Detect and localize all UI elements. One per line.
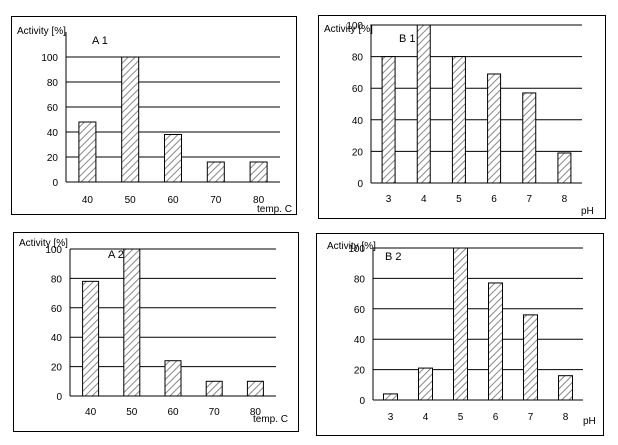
y-tick-label: 80 [354,274,366,285]
y-tick-label: 40 [47,128,59,139]
bar-60 [164,360,182,397]
bar-3 [381,56,396,184]
bar-70 [205,380,223,397]
y-tick-label: 100 [348,244,365,255]
y-tick-label: 80 [47,78,59,89]
y-axis-label: Activity [%] [324,24,373,35]
chart-title: A 2 [108,249,124,261]
y-tick-label: 40 [354,335,366,346]
bar-3 [383,393,398,401]
x-tick-label: 3 [388,412,394,423]
y-tick-label: 60 [47,103,59,114]
chart-panel-a1: Activity [%] A 1 temp. C 0 20 40 60 80 100 40 5… [11,16,297,215]
y-tick-label: 60 [354,305,366,316]
y-axis-label: Activity [%] [327,241,376,252]
bar-40 [78,121,97,183]
bar-60 [164,134,182,183]
y-tick-label: 0 [56,392,62,403]
plot-area-a2: 0 20 40 60 80 100 40 50 60 70 80 [45,245,276,418]
y-axis-label: Activity [%] [17,26,66,37]
x-axis-unit-label: temp. C [257,204,292,215]
y-tick-label: 0 [359,396,365,407]
bar-5 [453,247,468,401]
y-tick-label: 100 [41,53,58,64]
x-tick-label: 4 [423,412,429,423]
bar-8 [558,375,573,401]
chart-svg-a2: Activity [%] A 2 temp. C 0 20 40 60 80 100 40 5… [19,238,288,425]
x-tick-label: 8 [563,412,569,423]
bar-40 [82,280,100,397]
bar-8 [557,152,572,184]
y-tick-label: 0 [52,178,58,189]
bar-5 [451,56,466,184]
x-tick-label: 80 [250,407,262,418]
chart-svg-a1: Activity [%] A 1 temp. C 0 20 40 60 80 100 40 5… [17,26,292,215]
chart-title: B 2 [385,251,402,263]
x-tick-label: 7 [526,194,532,205]
bar-6 [487,73,502,184]
bar-6 [488,282,503,401]
bar-80 [249,161,268,183]
bar-7 [522,92,537,184]
y-tick-label: 40 [352,116,364,127]
y-tick-label: 20 [47,153,59,164]
x-tick-label: 80 [253,195,265,206]
x-tick-label: 50 [125,195,137,206]
x-tick-label: 40 [85,407,97,418]
bar-50 [121,56,140,183]
y-tick-label: 40 [51,333,63,344]
y-tick-label: 80 [352,53,364,64]
y-tick-label: 20 [51,363,63,374]
plot-area-b2: 0 20 40 60 80 100 3 4 5 6 7 8 [348,244,583,423]
x-tick-label: 6 [493,412,499,423]
x-tick-label: 5 [456,194,462,205]
chart-panel-a2: Activity [%] A 2 temp. C 0 20 40 60 80 100 40 5… [13,232,299,432]
x-axis-unit-label: temp. C [253,414,288,425]
x-tick-label: 70 [209,407,221,418]
x-axis-unit-label: pH [583,416,596,427]
chart-svg-b1: Activity [%] B 1 pH 0 20 40 60 80 100 3 4 5 6 7 8 [324,21,594,217]
y-tick-label: 100 [45,245,62,256]
bar-80 [246,380,264,397]
chart-panel-b2: Activity [%] B 2 pH 0 20 40 60 80 100 3 4 5 6 7 8 [316,233,604,436]
x-tick-label: 70 [210,195,222,206]
bar-4 [416,24,431,184]
chart-title: A 1 [92,35,108,47]
y-tick-label: 80 [51,274,63,285]
x-axis-unit-label: pH [581,206,594,217]
x-tick-label: 8 [562,194,568,205]
x-tick-label: 3 [386,194,392,205]
bar-70 [206,161,225,183]
x-tick-label: 60 [167,407,179,418]
x-tick-label: 5 [458,412,464,423]
y-tick-label: 100 [346,21,363,32]
x-tick-label: 60 [167,195,179,206]
bar-7 [523,314,538,401]
y-axis-label: Activity [%] [19,238,68,249]
plot-area-b1: 0 20 40 60 80 100 3 4 5 6 7 8 [346,21,582,205]
chart-panel-b1: Activity [%] B 1 pH 0 20 40 60 80 100 3 4 5 6 7 8 [318,15,606,219]
y-tick-label: 60 [352,84,364,95]
x-tick-label: 40 [82,195,94,206]
chart-svg-b2: Activity [%] B 2 pH 0 20 40 60 80 100 3 4 5 6 7 8 [327,241,596,427]
bar-4 [418,367,433,401]
bar-50 [123,248,141,397]
x-tick-label: 50 [126,407,138,418]
plot-area-a1: 0 20 40 60 80 100 40 50 60 70 80 [41,32,280,206]
x-tick-label: 7 [528,412,534,423]
y-tick-label: 60 [51,304,63,315]
y-tick-label: 20 [354,366,366,377]
chart-title: B 1 [399,33,416,45]
x-tick-label: 4 [421,194,427,205]
x-tick-label: 6 [491,194,497,205]
y-tick-label: 0 [357,179,363,190]
y-tick-label: 20 [352,147,364,158]
